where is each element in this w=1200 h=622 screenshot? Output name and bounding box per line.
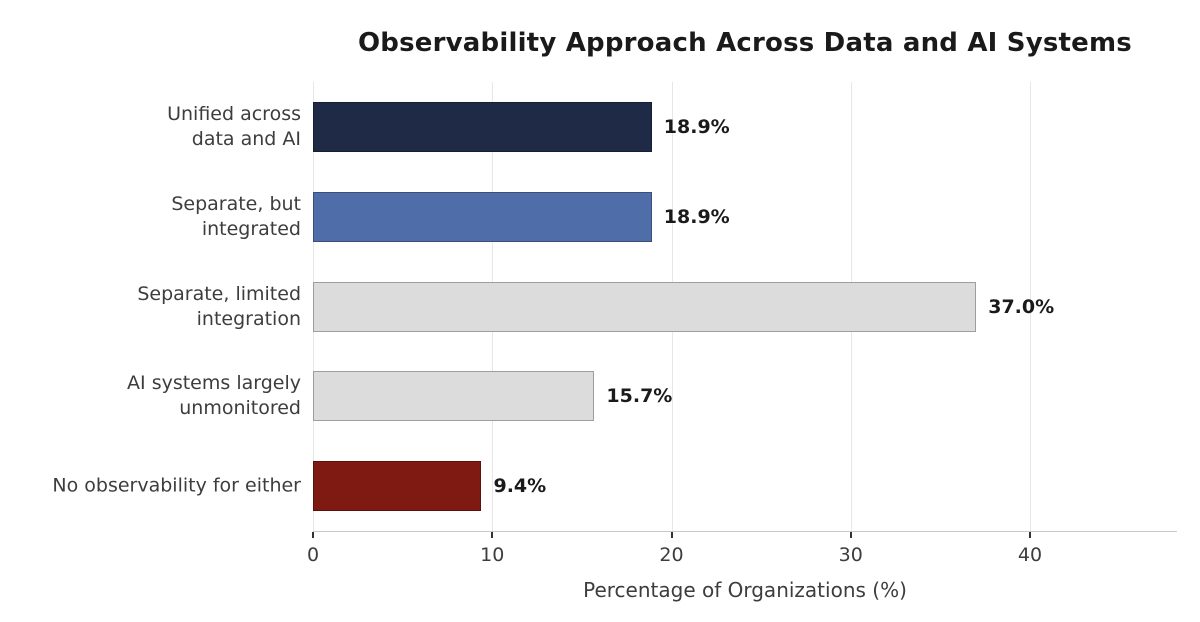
x-axis-title: Percentage of Organizations (%) (583, 578, 907, 602)
category-axis: Unified across data and AI Separate, but in… (0, 82, 301, 531)
value-label: 15.7% (606, 385, 673, 408)
x-tick-label: 30 (838, 544, 863, 566)
x-tick (312, 532, 314, 538)
x-tick (491, 532, 494, 538)
value-label: 37.0% (988, 295, 1055, 318)
category-label: Separate, but integrated (171, 192, 301, 240)
plot-area: 18.9% 18.9% 37.0% 15.7% 9.4% (313, 82, 1177, 531)
chart-title: Observability Approach Across Data and A… (358, 28, 1132, 58)
bar (313, 281, 977, 332)
bar (313, 101, 652, 152)
value-label: 9.4% (493, 475, 547, 498)
x-tick-label: 20 (659, 544, 684, 566)
x-tick (1029, 532, 1031, 538)
x-tick-label: 40 (1017, 544, 1043, 566)
bar (313, 191, 652, 242)
x-tick (670, 532, 673, 538)
x-tick-label: 10 (480, 544, 505, 566)
category-label: Separate, limited integration (137, 282, 301, 330)
x-tick (849, 532, 852, 538)
value-label: 18.9% (663, 205, 730, 228)
category-label: AI systems largely unmonitored (127, 372, 301, 420)
category-label: Unified across data and AI (167, 102, 301, 150)
gridline (1030, 82, 1031, 531)
x-axis-spine (313, 531, 1177, 532)
value-label: 18.9% (663, 115, 730, 138)
bar (313, 371, 595, 422)
x-tick-label: 0 (306, 544, 320, 566)
category-label: No observability for either (52, 474, 301, 497)
bar (313, 461, 482, 512)
